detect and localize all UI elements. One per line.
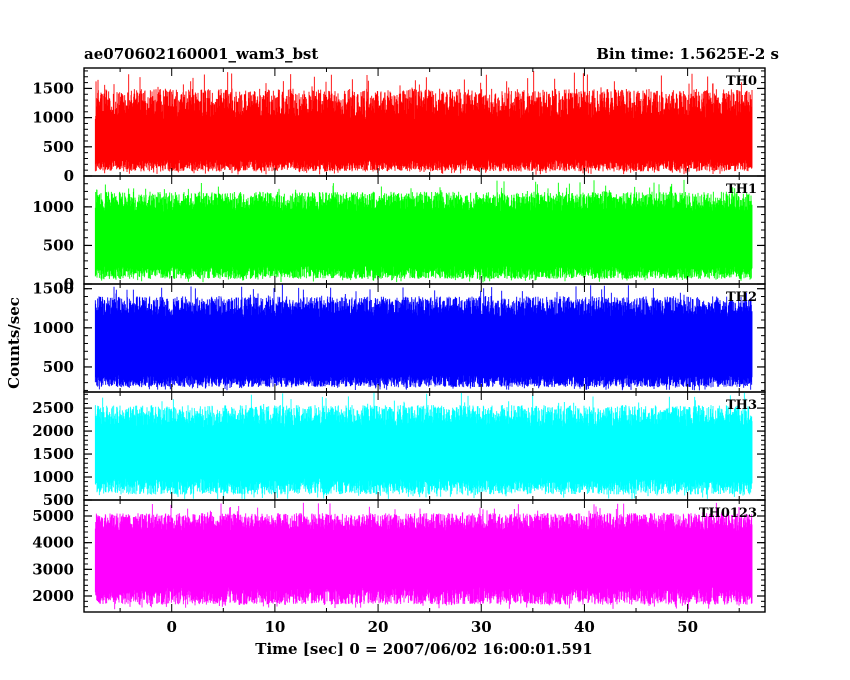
panel-th3: 500 1000 1500 2000 2500 TH3 bbox=[32, 391, 766, 509]
chart-title: ae070602160001_wam3_bst bbox=[84, 45, 318, 63]
y-tick-label: 1000 bbox=[32, 109, 74, 127]
panel-label: TH3 bbox=[726, 398, 757, 413]
y-tick-label: 5000 bbox=[32, 507, 74, 525]
y-tick-label: 2500 bbox=[32, 399, 74, 417]
y-tick-label: 1000 bbox=[32, 468, 74, 486]
x-tick-label: 10 bbox=[264, 618, 285, 636]
panel-th0123: 2000 3000 4000 5000 TH0123 bbox=[32, 499, 766, 613]
y-tick-label: 4000 bbox=[32, 534, 74, 552]
x-axis-label: Time [sec] 0 = 2007/06/02 16:00:01.591 bbox=[255, 640, 592, 658]
panel-th0: 0 500 1000 1500 TH0 bbox=[32, 67, 766, 185]
y-tick-label: 500 bbox=[43, 138, 74, 156]
y-tick-label: 2000 bbox=[32, 587, 74, 605]
panel-th2: 500 1000 1500 TH2 bbox=[32, 280, 766, 393]
series-th1 bbox=[94, 179, 753, 283]
panel-label: TH1 bbox=[726, 182, 757, 197]
y-tick-label: 500 bbox=[43, 358, 74, 376]
series-th0123 bbox=[94, 502, 753, 610]
x-axis: 0 10 20 30 40 50 bbox=[166, 618, 698, 636]
y-axis-label: Counts/sec bbox=[5, 297, 23, 389]
x-tick-label: 20 bbox=[368, 618, 389, 636]
y-tick-label: 500 bbox=[43, 491, 74, 509]
y-tick-label: 1000 bbox=[32, 319, 74, 337]
x-tick-label: 50 bbox=[677, 618, 698, 636]
y-tick-label: 0 bbox=[64, 167, 74, 185]
x-tick-label: 0 bbox=[166, 618, 176, 636]
y-tick-label: 500 bbox=[43, 236, 74, 254]
y-tick-label: 1500 bbox=[32, 79, 74, 97]
y-tick-label: 1500 bbox=[32, 280, 74, 298]
panel-frame bbox=[83, 499, 766, 613]
panel-th1: 0 500 1000 TH1 bbox=[32, 175, 766, 293]
panel-label: TH0123 bbox=[699, 506, 757, 521]
panel-label: TH0 bbox=[726, 74, 757, 89]
series-th3 bbox=[94, 392, 753, 499]
y-tick-label: 0 bbox=[64, 275, 74, 293]
y-tick-label: 1500 bbox=[32, 445, 74, 463]
panels: 0 500 1000 1500 TH0 0 500 1000 TH1 500 1000 1500 TH2… bbox=[32, 67, 766, 613]
series-th0 bbox=[94, 71, 753, 175]
x-tick-label: 40 bbox=[574, 618, 595, 636]
y-tick-label: 3000 bbox=[32, 560, 74, 578]
panel-label: TH2 bbox=[726, 290, 757, 305]
series-th2 bbox=[94, 284, 753, 391]
y-tick-label: 1000 bbox=[32, 198, 74, 216]
y-tick-label: 2000 bbox=[32, 422, 74, 440]
bin-time-label: Bin time: 1.5625E-2 s bbox=[596, 45, 779, 63]
x-tick-label: 30 bbox=[471, 618, 492, 636]
